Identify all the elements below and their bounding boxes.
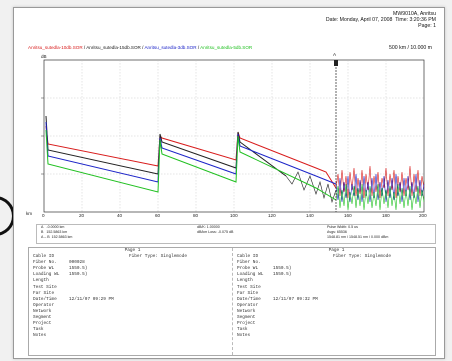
table-row: Segment bbox=[33, 315, 52, 321]
table-row: Far Site bbox=[237, 290, 259, 296]
y-axis-unit: dB bbox=[41, 54, 47, 59]
plot-gridlines bbox=[44, 60, 424, 212]
table-row: Date/Time 12/11/07 09:29 PM bbox=[33, 296, 114, 302]
table-row: Notes bbox=[237, 333, 251, 339]
readout-ab-label: A – B bbox=[41, 234, 50, 239]
info-page-label: Page 1 bbox=[124, 248, 141, 253]
table-row: Loading WL 1550.5) bbox=[33, 272, 88, 278]
legend-item-trace-4: Anritsu_sutedla-5db.SOR bbox=[200, 45, 253, 50]
readout-right-2: Avgs: 65536 bbox=[327, 229, 347, 234]
column-divider bbox=[232, 248, 233, 355]
readout-a-label: A bbox=[41, 225, 44, 229]
horizontal-scale-readout: 500 km / 10.000 m bbox=[389, 45, 432, 51]
info-page-label: Page 1 bbox=[328, 248, 345, 253]
legend-item-trace-2: Anritsu_sutedla-15db.SOR bbox=[86, 45, 141, 50]
marker-a-handle[interactable] bbox=[334, 60, 338, 66]
table-row: Length bbox=[237, 278, 253, 284]
table-row: Probe WL 1550.5) bbox=[237, 266, 292, 272]
x-tick-20: 20 bbox=[79, 213, 85, 218]
marker-a-label: A bbox=[333, 52, 337, 57]
readout-mid-1: dB/K: 1.00000 bbox=[197, 225, 220, 229]
fiber-info-column-1: Page 1 Cable ID Fiber Type: Singlemode Fi… bbox=[33, 248, 232, 355]
table-row: Test Site bbox=[237, 284, 261, 290]
table-row: Test Site bbox=[33, 284, 57, 290]
noise-red bbox=[335, 165, 425, 199]
table-row: Project bbox=[237, 321, 256, 327]
report-time: Time: 3:20:36 PM bbox=[395, 17, 436, 24]
marker-readout-strip: A -0.0000 km B 152.5863 km A – B 152.586… bbox=[36, 224, 436, 244]
x-axis-unit: km bbox=[26, 211, 33, 216]
fiber-info-column-2: Page 1 Cable ID Fiber Type: Singlemode Fi… bbox=[237, 248, 436, 355]
x-tick-60: 60 bbox=[155, 213, 161, 218]
noise-floor-region bbox=[285, 165, 425, 211]
trace-green bbox=[45, 129, 337, 201]
report-date: Date: Monday, April 07, 2008 bbox=[325, 17, 393, 24]
table-row: Date/Time 12/11/07 09:32 PM bbox=[237, 296, 318, 302]
x-tick-200: 200 bbox=[419, 213, 427, 218]
noise-green bbox=[335, 183, 425, 211]
table-row: Length bbox=[33, 278, 49, 284]
legend-item-trace-3: Anritsu_sutedla-3db.SOR bbox=[144, 45, 197, 50]
readout-ab-value: 152.5863 km bbox=[51, 234, 73, 239]
x-tick-0: 0 bbox=[42, 213, 45, 218]
x-tick-180: 180 bbox=[382, 213, 390, 218]
fiber-info-table: Page 1 Cable ID Fiber Type: Singlemode Fi… bbox=[28, 247, 436, 356]
readout-b-value: 152.5863 km bbox=[46, 229, 68, 234]
table-row: Project bbox=[33, 321, 52, 327]
table-row: Operator bbox=[237, 302, 259, 308]
readout-b-label: B bbox=[41, 229, 44, 234]
table-row: Network bbox=[33, 308, 52, 314]
x-tick-80: 80 bbox=[193, 213, 199, 218]
fiber-type: Fiber Type: Singlemode bbox=[129, 254, 187, 260]
table-row: Network bbox=[237, 308, 256, 314]
noise-black bbox=[285, 171, 337, 204]
table-row: Operator bbox=[33, 302, 55, 308]
legend-item-trace-1: Anritsu_sutedla-10db.SOR bbox=[28, 45, 83, 50]
readout-right-3: 1548.81 nm / 1548.51 nm / 0.000 dBm bbox=[327, 234, 389, 239]
fiber-type: Fiber Type: Singlemode bbox=[333, 254, 391, 260]
otdr-report-page: MW9010A, Anritsu Date: Monday, April 07,… bbox=[13, 7, 445, 359]
trace-legend: Anritsu_sutedla-10db.SOR / Anritsu_suted… bbox=[28, 45, 253, 50]
report-header: MW9010A, Anritsu Date: Monday, April 07,… bbox=[326, 11, 436, 30]
table-row: Task bbox=[237, 327, 248, 333]
table-row: Probe WL 1550.5) bbox=[33, 266, 88, 272]
readout-mid-2: dB/km Loss: -0.075 dB bbox=[197, 229, 234, 234]
trace-blue bbox=[45, 121, 337, 185]
table-row: Task bbox=[33, 327, 44, 333]
table-row: Fiber No. 000028 bbox=[33, 260, 85, 266]
table-row: Loading WL 1550.5) bbox=[237, 272, 292, 278]
readout-right-1: Pulse Width: 0.5 us bbox=[327, 225, 358, 229]
y-axis-ticks bbox=[41, 97, 44, 175]
x-tick-140: 140 bbox=[306, 213, 314, 218]
x-tick-100: 100 bbox=[230, 213, 238, 218]
table-row: Fiber No. bbox=[237, 260, 261, 266]
x-tick-160: 160 bbox=[344, 213, 352, 218]
readout-a-value: -0.0000 km bbox=[46, 225, 65, 229]
table-row: Far Site bbox=[33, 290, 55, 296]
table-row: Cable ID Fiber Type: Singlemode bbox=[237, 254, 391, 260]
device-name: MW9010A, Anritsu bbox=[393, 11, 436, 17]
table-row: Notes bbox=[33, 333, 47, 339]
table-row: Cable ID Fiber Type: Singlemode bbox=[33, 254, 187, 260]
table-row: Segment bbox=[237, 315, 256, 321]
x-tick-120: 120 bbox=[268, 213, 276, 218]
trace-black bbox=[45, 115, 287, 177]
otdr-trace-plot bbox=[41, 59, 425, 213]
page-number: Page: 1 bbox=[418, 23, 436, 30]
x-tick-40: 40 bbox=[117, 213, 123, 218]
